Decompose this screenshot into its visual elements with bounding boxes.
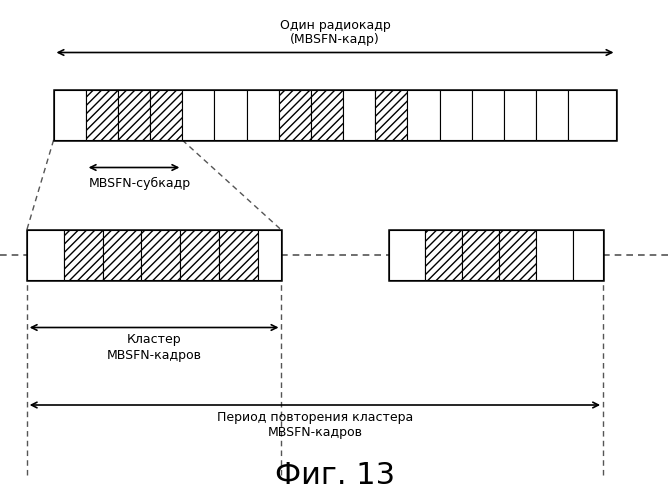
Text: Период повторения кластера
MBSFN-кадров: Период повторения кластера MBSFN-кадров [217,411,413,439]
Text: Кластер
MBSFN-кадров: Кластер MBSFN-кадров [107,334,202,361]
Bar [54,90,616,140]
Bar [86,90,118,140]
Bar [118,90,150,140]
Bar [504,90,536,140]
Bar [462,230,499,280]
Bar [568,90,616,140]
Bar [279,90,311,140]
Bar [375,90,407,140]
Text: MBSFN-субкадр: MBSFN-субкадр [89,176,191,190]
Bar [247,90,279,140]
Bar [27,230,281,280]
Bar [103,230,141,280]
Bar [499,230,536,280]
Bar [573,230,603,280]
Bar [219,230,258,280]
Bar [311,90,343,140]
Bar [150,90,182,140]
Bar [27,230,64,280]
Bar [141,230,180,280]
Bar [182,90,214,140]
Bar [472,90,504,140]
Bar [536,230,573,280]
Bar [214,90,247,140]
Bar [440,90,472,140]
Bar [389,230,425,280]
Bar [389,230,603,280]
Bar [180,230,219,280]
Bar [54,90,86,140]
Bar [536,90,568,140]
Text: Один радиокадр
(MBSFN-кадр): Один радиокадр (MBSFN-кадр) [279,18,391,46]
Bar [258,230,281,280]
Text: Фиг. 13: Фиг. 13 [275,461,395,490]
Bar [343,90,375,140]
Bar [425,230,462,280]
Bar [407,90,440,140]
Bar [64,230,103,280]
